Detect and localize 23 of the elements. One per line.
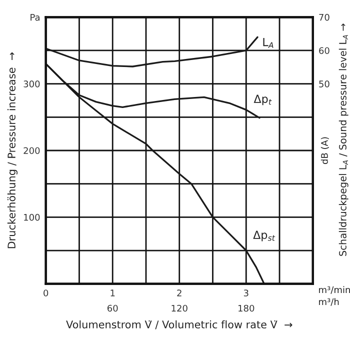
y2-tick-label: 60 — [319, 47, 330, 54]
text: m³/min — [319, 286, 350, 294]
annotation: L$_{A}$ — [263, 38, 274, 48]
x-tick-label: 3 — [244, 290, 248, 296]
annotation: Δp$_{t}$ — [254, 94, 272, 106]
x-tick-label: 2 — [177, 290, 182, 296]
x2-tick-label: 180 — [238, 304, 254, 312]
y-tick-label: 100 — [24, 214, 40, 221]
text: dB (A) — [320, 137, 329, 164]
y-tick-label: 300 — [24, 80, 40, 88]
y2-tick-label: 70 — [319, 14, 330, 21]
y-tick-label: 200 — [24, 147, 40, 154]
x-tick-label: 1 — [110, 290, 115, 296]
y2-axis-title: Schalldruckpegel L$_{A}$ / Sound pressure level L$_{A}$ → — [338, 24, 348, 256]
annotation: Δp$_{st}$ — [253, 230, 276, 242]
y-axis-title: Druckerhöhung / Pressure increase → — [7, 52, 18, 248]
x2-tick-label: 120 — [172, 304, 188, 312]
x-axis-title: Volumenstrom V̇ / Volumetric flow rate V̇ → — [66, 320, 292, 330]
x2-tick-label: 60 — [108, 304, 118, 312]
y2-tick-label: 50 — [319, 80, 330, 88]
y-tick-label: Pa — [30, 14, 40, 21]
x-tick-label: 0 — [44, 290, 48, 296]
text: m³/h — [319, 298, 339, 306]
